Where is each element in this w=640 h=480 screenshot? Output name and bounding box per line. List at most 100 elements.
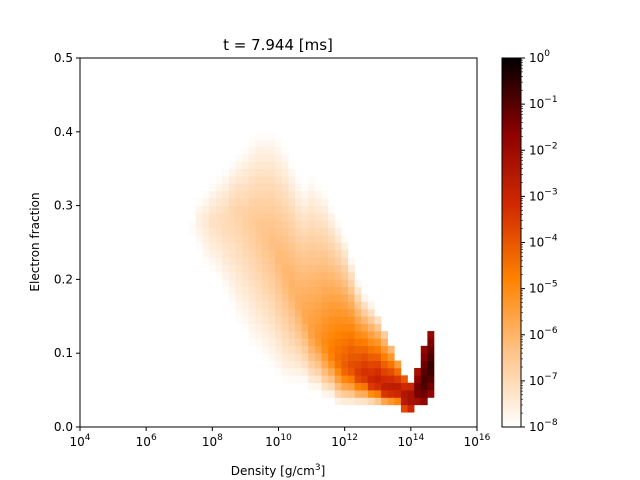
heatmap-cell [228, 279, 236, 288]
heatmap-cell [334, 264, 342, 273]
heatmap-cell [328, 242, 336, 251]
heatmap-cell [400, 382, 408, 391]
x-axis-label: Density [g/cm3] [231, 463, 326, 478]
heatmap-cell [261, 176, 269, 184]
heatmap-cell [308, 212, 316, 221]
heatmap-cell [215, 183, 223, 192]
heatmap-cell [261, 205, 269, 214]
heatmap-cell [281, 235, 289, 243]
heatmap-cell [215, 212, 223, 221]
heatmap-cell [361, 367, 369, 376]
heatmap-cell [281, 168, 289, 177]
heatmap-cell [281, 286, 289, 295]
heatmap-cell [301, 190, 309, 199]
heatmap-cell [242, 264, 250, 273]
heatmap-cell [281, 353, 289, 361]
heatmap-cell [255, 264, 263, 273]
heatmap-cell [268, 272, 276, 280]
heatmap-cell [328, 360, 336, 369]
heatmap-cell [255, 279, 263, 288]
heatmap-cell [381, 345, 388, 354]
heatmap-cell [248, 176, 256, 184]
heatmap-cell [354, 353, 362, 361]
heatmap-cell [228, 205, 236, 214]
heatmap-cell [328, 367, 336, 376]
heatmap-cell [308, 176, 316, 184]
heatmap-cell [228, 168, 236, 177]
heatmap-cell [222, 235, 230, 243]
heatmap-cell [314, 205, 322, 214]
heatmap-cell [288, 360, 296, 369]
colorbar-tick-label: 10−3 [529, 187, 558, 203]
heatmap-cell [215, 205, 223, 214]
heatmap-cell [374, 353, 382, 361]
heatmap-cell [235, 272, 243, 280]
heatmap-cell [347, 360, 355, 369]
heatmap-cell [387, 382, 395, 391]
heatmap-cell [321, 205, 329, 214]
heatmap-cell [288, 168, 296, 177]
heatmap-cell [427, 360, 435, 369]
heatmap-cell [334, 367, 342, 376]
heatmap-cell [248, 272, 256, 280]
colorbar-ticks: 100 10−1 10−2 10−3 10−4 10−5 10−6 10−7 10−8 [521, 49, 558, 434]
heatmap-cell [242, 153, 250, 162]
heatmap-cell [209, 264, 216, 273]
heatmap-cell [295, 242, 302, 251]
heatmap-cell [268, 176, 276, 184]
heatmap-cell [394, 382, 402, 391]
heatmap-cell [268, 146, 276, 155]
heatmap-cell [255, 294, 263, 302]
heatmap-cell [354, 294, 362, 302]
heatmap-cell [347, 331, 355, 339]
heatmap-cell [347, 279, 355, 288]
heatmap-cell [314, 353, 322, 361]
heatmap-cell [209, 227, 216, 236]
heatmap-cell [334, 235, 342, 243]
heatmap-cell [420, 390, 428, 398]
heatmap-cell [367, 323, 375, 332]
heatmap-cell [301, 308, 309, 317]
heatmap-cell [341, 286, 349, 295]
heatmap-cell [381, 390, 388, 398]
heatmap-cell [314, 227, 322, 236]
heatmap-cell [288, 264, 296, 273]
heatmap-cell [242, 323, 250, 332]
heatmap-cell [301, 353, 309, 361]
heatmap-cell [281, 272, 289, 280]
heatmap-cell [288, 212, 296, 221]
heatmap-cell [295, 367, 302, 376]
heatmap-cell [354, 279, 362, 288]
heatmap-cell [381, 367, 388, 376]
heatmap-cell [215, 272, 223, 280]
heatmap-cell [275, 316, 283, 324]
heatmap-cell [308, 367, 316, 376]
heatmap-cell [308, 316, 316, 324]
heatmap-cell [334, 331, 342, 339]
heatmap-cell [308, 360, 316, 369]
heatmap-cell [268, 161, 276, 169]
heatmap-cell [242, 286, 250, 295]
heatmap-cell [334, 390, 342, 398]
heatmap-cell [288, 279, 296, 288]
heatmap-cell [228, 257, 236, 265]
heatmap-cell [381, 397, 388, 406]
heatmap-cell [321, 382, 329, 391]
heatmap-cell [275, 235, 283, 243]
heatmap-cell [281, 205, 289, 214]
heatmap-cell [407, 390, 415, 398]
heatmap-cell [288, 323, 296, 332]
heatmap-cell [354, 382, 362, 391]
heatmap-cell [242, 272, 250, 280]
heatmap-cell [374, 316, 382, 324]
heatmap-cell [354, 286, 362, 295]
heatmap-cell [222, 227, 230, 236]
y-axis: 0.0 0.1 0.2 0.3 0.4 0.5 [54, 51, 80, 434]
heatmap-cell [321, 360, 329, 369]
heatmap-cell [334, 286, 342, 295]
heatmap-cell [275, 146, 283, 155]
heatmap-cell [235, 279, 243, 288]
heatmap-cell [255, 212, 263, 221]
y-tick-label: 0.1 [54, 346, 73, 360]
